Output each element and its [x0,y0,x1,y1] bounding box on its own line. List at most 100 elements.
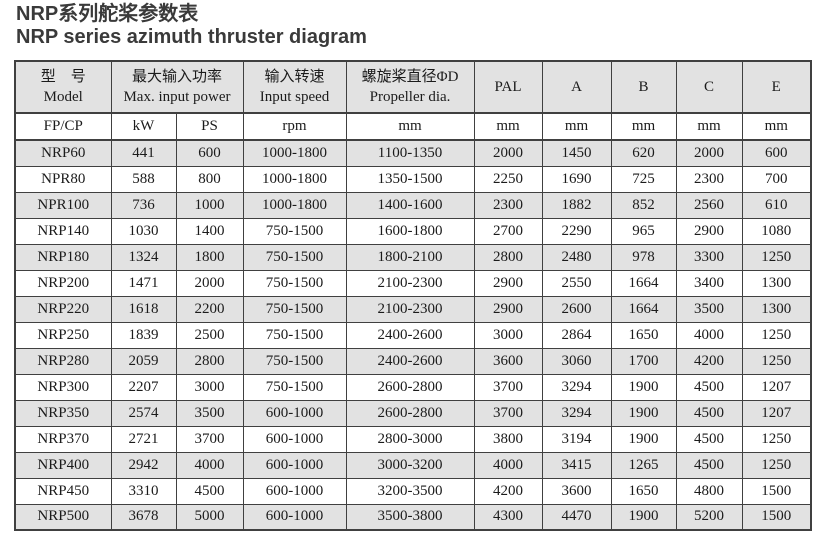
col-header-power-zh: 最大输入功率 [132,69,223,85]
value-cell: 2500 [175,321,244,349]
value-cell: 978 [610,243,677,271]
table-row: NRP350 2574 3500 600-1000 2600-2800 3700 3294 1… [14,399,812,427]
value-cell: 1664 [610,295,677,323]
value-cell: 750-1500 [242,347,347,375]
value-cell: 600-1000 [242,399,347,427]
value-cell: 441 [110,139,177,167]
value-cell: 2100-2300 [345,269,475,297]
value-cell: 750-1500 [242,321,347,349]
value-cell: 2550 [541,269,612,297]
value-cell: 1690 [541,165,612,193]
value-cell: 3300 [675,243,743,271]
value-cell: 4500 [175,477,244,505]
value-cell: 600-1000 [242,503,347,531]
value-cell: 3500 [675,295,743,323]
col-header-a: A [541,60,612,114]
value-cell: 4500 [675,451,743,479]
page-title-chinese: NRP系列舵桨参数表 [16,3,199,25]
col-header-prop-en: Propeller dia. [369,89,451,105]
model-cell: NPR80 [14,165,112,193]
value-cell: 2600 [541,295,612,323]
value-cell: 750-1500 [242,295,347,323]
table-row: NRP370 2721 3700 600-1000 2800-3000 3800 3194 1… [14,425,812,453]
value-cell: 600-1000 [242,451,347,479]
model-cell: NRP400 [14,451,112,479]
value-cell: 1250 [741,425,812,453]
value-cell: 600-1000 [242,425,347,453]
value-cell: 600 [175,139,244,167]
value-cell: 620 [610,139,677,167]
value-cell: 2574 [110,399,177,427]
table-row: NRP220 1618 2200 750-1500 2100-2300 2900 2600 1… [14,295,812,323]
value-cell: 1650 [610,477,677,505]
value-cell: 2207 [110,373,177,401]
table-header-row: 型 号 Model 最大输入功率 Max. input power 输入转速 I… [14,60,812,114]
value-cell: 588 [110,165,177,193]
value-cell: 2059 [110,347,177,375]
thruster-parameter-table: 型 号 Model 最大输入功率 Max. input power 输入转速 I… [14,60,813,531]
table-row: NRP450 3310 4500 600-1000 3200-3500 4200 3600 1… [14,477,812,505]
value-cell: 2200 [175,295,244,323]
value-cell: 1800 [175,243,244,271]
value-cell: 3000-3200 [345,451,475,479]
col-header-max-input-power: 最大输入功率 Max. input power [110,60,244,114]
value-cell: 1900 [610,373,677,401]
model-cell: NRP370 [14,425,112,453]
value-cell: 1207 [741,399,812,427]
value-cell: 750-1500 [242,373,347,401]
value-cell: 1600-1800 [345,217,475,245]
value-cell: 2000 [675,139,743,167]
value-cell: 750-1500 [242,217,347,245]
model-cell: NRP350 [14,399,112,427]
col-header-e: E [741,60,812,114]
value-cell: 1450 [541,139,612,167]
col-header-power-en: Max. input power [123,89,231,105]
value-cell: 1700 [610,347,677,375]
value-cell: 3000 [175,373,244,401]
value-cell: 4200 [473,477,543,505]
table-body: NRP60 441 600 1000-1800 1100-1350 2000 1450 620… [14,139,812,531]
table-row: NRP400 2942 4000 600-1000 3000-3200 4000 3415 1… [14,451,812,479]
value-cell: 3415 [541,451,612,479]
value-cell: 4200 [675,347,743,375]
value-cell: 1400-1600 [345,191,475,219]
value-cell: 1664 [610,269,677,297]
value-cell: 750-1500 [242,243,347,271]
model-cell: NRP220 [14,295,112,323]
value-cell: 1300 [741,295,812,323]
value-cell: 2560 [675,191,743,219]
table-row: NRP140 1030 1400 750-1500 1600-1800 2700 2290 9… [14,217,812,245]
value-cell: 1500 [741,477,812,505]
model-cell: NRP300 [14,373,112,401]
value-cell: 4000 [175,451,244,479]
model-cell: NRP60 [14,139,112,167]
value-cell: 1300 [741,269,812,297]
unit-cell: rpm [242,112,347,141]
value-cell: 5000 [175,503,244,531]
value-cell: 1324 [110,243,177,271]
model-cell: NRP500 [14,503,112,531]
model-cell: NRP450 [14,477,112,505]
unit-cell: mm [741,112,812,141]
unit-cell: kW [110,112,177,141]
value-cell: 2400-2600 [345,321,475,349]
value-cell: 3500-3800 [345,503,475,531]
value-cell: 2000 [473,139,543,167]
value-cell: 2480 [541,243,612,271]
value-cell: 3294 [541,399,612,427]
value-cell: 1839 [110,321,177,349]
unit-cell: mm [610,112,677,141]
model-cell: NRP180 [14,243,112,271]
value-cell: 3600 [473,347,543,375]
table-row: NRP60 441 600 1000-1800 1100-1350 2000 1450 620… [14,139,812,167]
value-cell: 1000-1800 [242,191,347,219]
value-cell: 1080 [741,217,812,245]
value-cell: 1250 [741,451,812,479]
table-row: NRP300 2207 3000 750-1500 2600-2800 3700 3294 1… [14,373,812,401]
value-cell: 2700 [473,217,543,245]
value-cell: 1350-1500 [345,165,475,193]
value-cell: 800 [175,165,244,193]
value-cell: 2100-2300 [345,295,475,323]
unit-cell: mm [675,112,743,141]
value-cell: 4500 [675,373,743,401]
